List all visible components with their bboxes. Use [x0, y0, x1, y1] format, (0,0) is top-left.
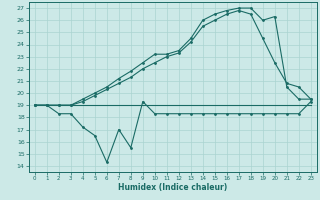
X-axis label: Humidex (Indice chaleur): Humidex (Indice chaleur) — [118, 183, 228, 192]
